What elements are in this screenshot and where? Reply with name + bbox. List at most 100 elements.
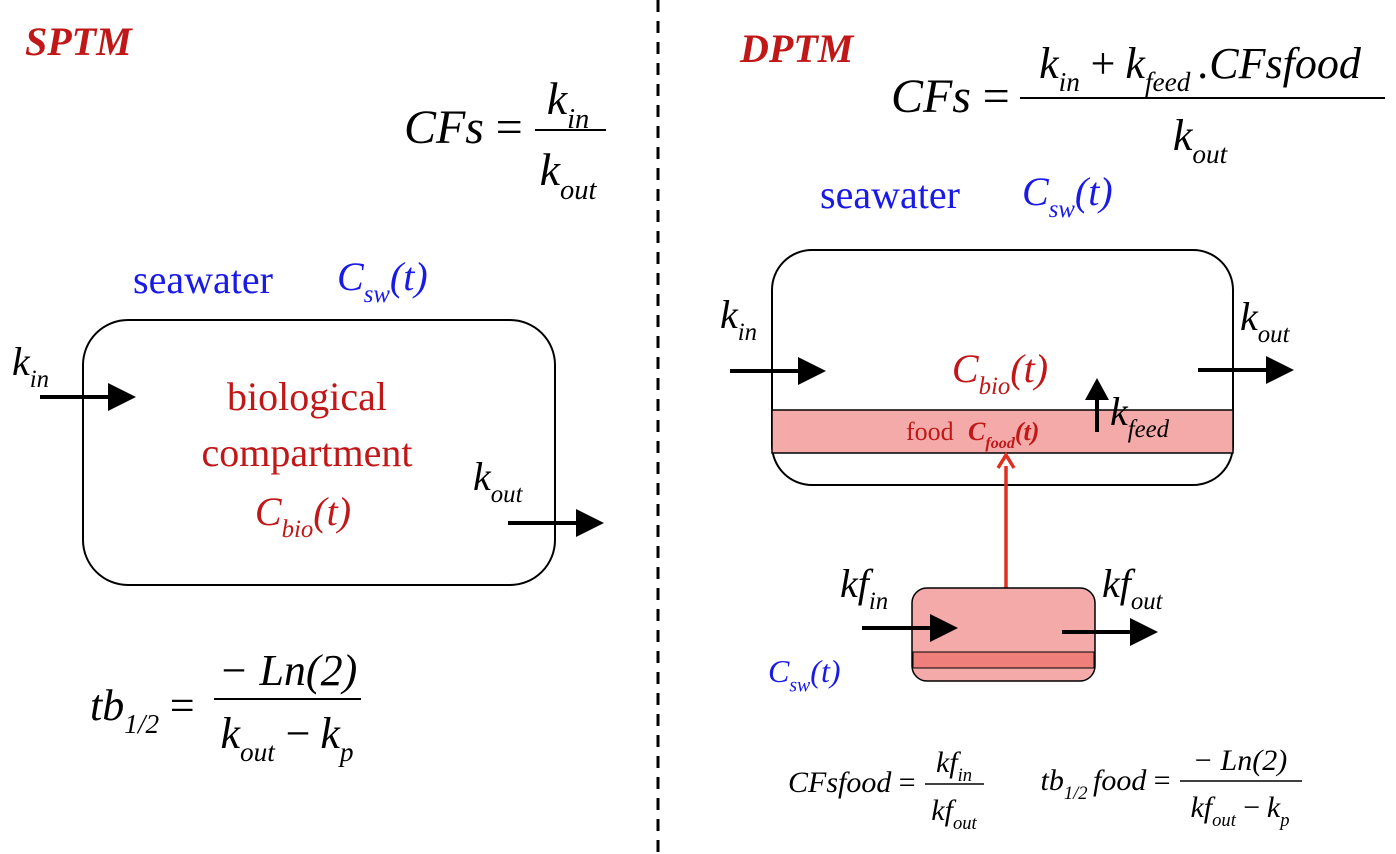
arrow-head — [798, 357, 826, 385]
cfs-lhs: CFs — [891, 70, 971, 123]
formula: kfout − kp — [1190, 791, 1289, 831]
half-life-eq: = — [167, 681, 197, 730]
k-in-sub: in — [738, 319, 757, 346]
cfs-eq: = — [980, 70, 1012, 123]
conc-sub: bio — [282, 516, 314, 543]
arrow-head — [576, 509, 604, 537]
lhs-base: tb — [90, 681, 124, 730]
formula: kout − kp — [220, 709, 353, 767]
k-in-base: k — [720, 292, 739, 337]
den-sub: out — [953, 813, 978, 834]
conc-arg: (t) — [1015, 417, 1040, 446]
den-base: kf — [931, 794, 956, 827]
formula: tb1/2 = — [90, 681, 197, 739]
formula: kfin — [936, 746, 972, 786]
den-base: k — [540, 144, 562, 195]
arrow-head — [108, 383, 136, 411]
kf-out-base: kf — [1102, 561, 1136, 606]
num-3: .CFsfood — [1198, 39, 1362, 88]
k-out-sub: out — [1258, 321, 1291, 348]
formula: − Ln(2) — [1193, 744, 1287, 777]
conc-sub: sw — [364, 281, 391, 308]
label: biological — [227, 374, 387, 419]
2-sub: feed — [1145, 67, 1191, 97]
num-sub: in — [958, 765, 972, 786]
left-title: SPTM — [25, 19, 133, 64]
num-base: k — [547, 73, 569, 124]
food-band — [771, 409, 1234, 454]
formula: kout — [540, 144, 598, 206]
k-out-base: k — [473, 454, 492, 499]
cfs-eq: = — [493, 101, 525, 154]
label: compartment — [201, 430, 412, 475]
c-bio-base: C — [952, 346, 980, 391]
formula: Csw(t) — [337, 254, 428, 308]
formula: kout — [473, 454, 524, 508]
0-base: k — [220, 709, 241, 758]
0-sub: 1/2 — [1064, 783, 1088, 804]
num-sub: in — [567, 104, 589, 135]
formula: kfout — [931, 794, 977, 834]
formula: kin — [720, 292, 757, 346]
formula: kfeed — [1110, 389, 1170, 443]
seawater-label: seawater — [820, 172, 960, 217]
lhs-sub: 1/2 — [124, 709, 159, 739]
cfs-lhs: CFs — [404, 101, 484, 154]
k-feed-sub: feed — [1128, 416, 1170, 443]
den-sub: out — [1192, 139, 1228, 169]
right-title: DPTM — [739, 26, 855, 71]
k-out-sub: out — [491, 481, 524, 508]
cfsfood-lhs: CFsfood — [788, 766, 892, 799]
lhs-1: food — [1093, 764, 1147, 797]
0-sub: out — [1212, 810, 1237, 831]
conc-arg: (t) — [1075, 169, 1113, 214]
food-label: food — [906, 417, 954, 446]
0-base: k — [1039, 39, 1060, 88]
formula: CFsfood = — [788, 766, 917, 799]
den-1: − — [283, 709, 313, 758]
k-feed-base: k — [1110, 389, 1129, 434]
formula: kin — [12, 339, 49, 393]
food-seawater-arg: (t) — [810, 653, 840, 689]
0-sub: out — [240, 737, 276, 767]
k-in-sub: in — [30, 366, 49, 393]
formula: CFs = — [891, 70, 1012, 123]
compartment-box — [82, 319, 556, 586]
food-seawater-base: C — [768, 653, 790, 689]
k-out-base: k — [1240, 294, 1259, 339]
2-sub: p — [1278, 810, 1289, 831]
den-base: k — [1173, 111, 1194, 160]
den-sub: out — [560, 175, 598, 206]
2-sub: p — [338, 737, 354, 767]
kf-in-base: kf — [840, 561, 874, 606]
label: seawater — [820, 172, 960, 217]
num-1: + — [1088, 39, 1118, 88]
0-sub: in — [1059, 67, 1080, 97]
cfsfood-eq: = — [897, 766, 917, 799]
arrow-head — [930, 614, 958, 642]
food-seawater-sub: sw — [789, 675, 811, 697]
0-base: tb — [1040, 764, 1063, 797]
label: food — [906, 417, 954, 446]
formula: CFs = — [404, 101, 525, 154]
conc-sub: food — [985, 435, 1015, 452]
c-bio-arg: (t) — [1010, 346, 1048, 391]
conc-base: C — [1022, 169, 1050, 214]
num-base: kf — [936, 746, 961, 779]
conc-base: C — [337, 254, 365, 299]
formula: Cbio(t) — [952, 346, 1048, 400]
arrow-head — [1130, 618, 1158, 646]
conc-arg: (t) — [313, 489, 351, 534]
kf-in-sub: in — [869, 588, 888, 615]
2-base: k — [320, 709, 341, 758]
half-life-food-eq: = — [1152, 764, 1172, 797]
conc-base: C — [255, 489, 283, 534]
formula: kfout — [1102, 561, 1164, 615]
lines-0: biological — [227, 374, 387, 419]
formula: kout — [1240, 294, 1291, 348]
formula: Cfood(t) — [968, 417, 1039, 452]
lines-1: compartment — [201, 430, 412, 475]
conc-sub: sw — [1049, 196, 1076, 223]
k-in-base: k — [12, 339, 31, 384]
c-bio-sub: bio — [979, 373, 1011, 400]
